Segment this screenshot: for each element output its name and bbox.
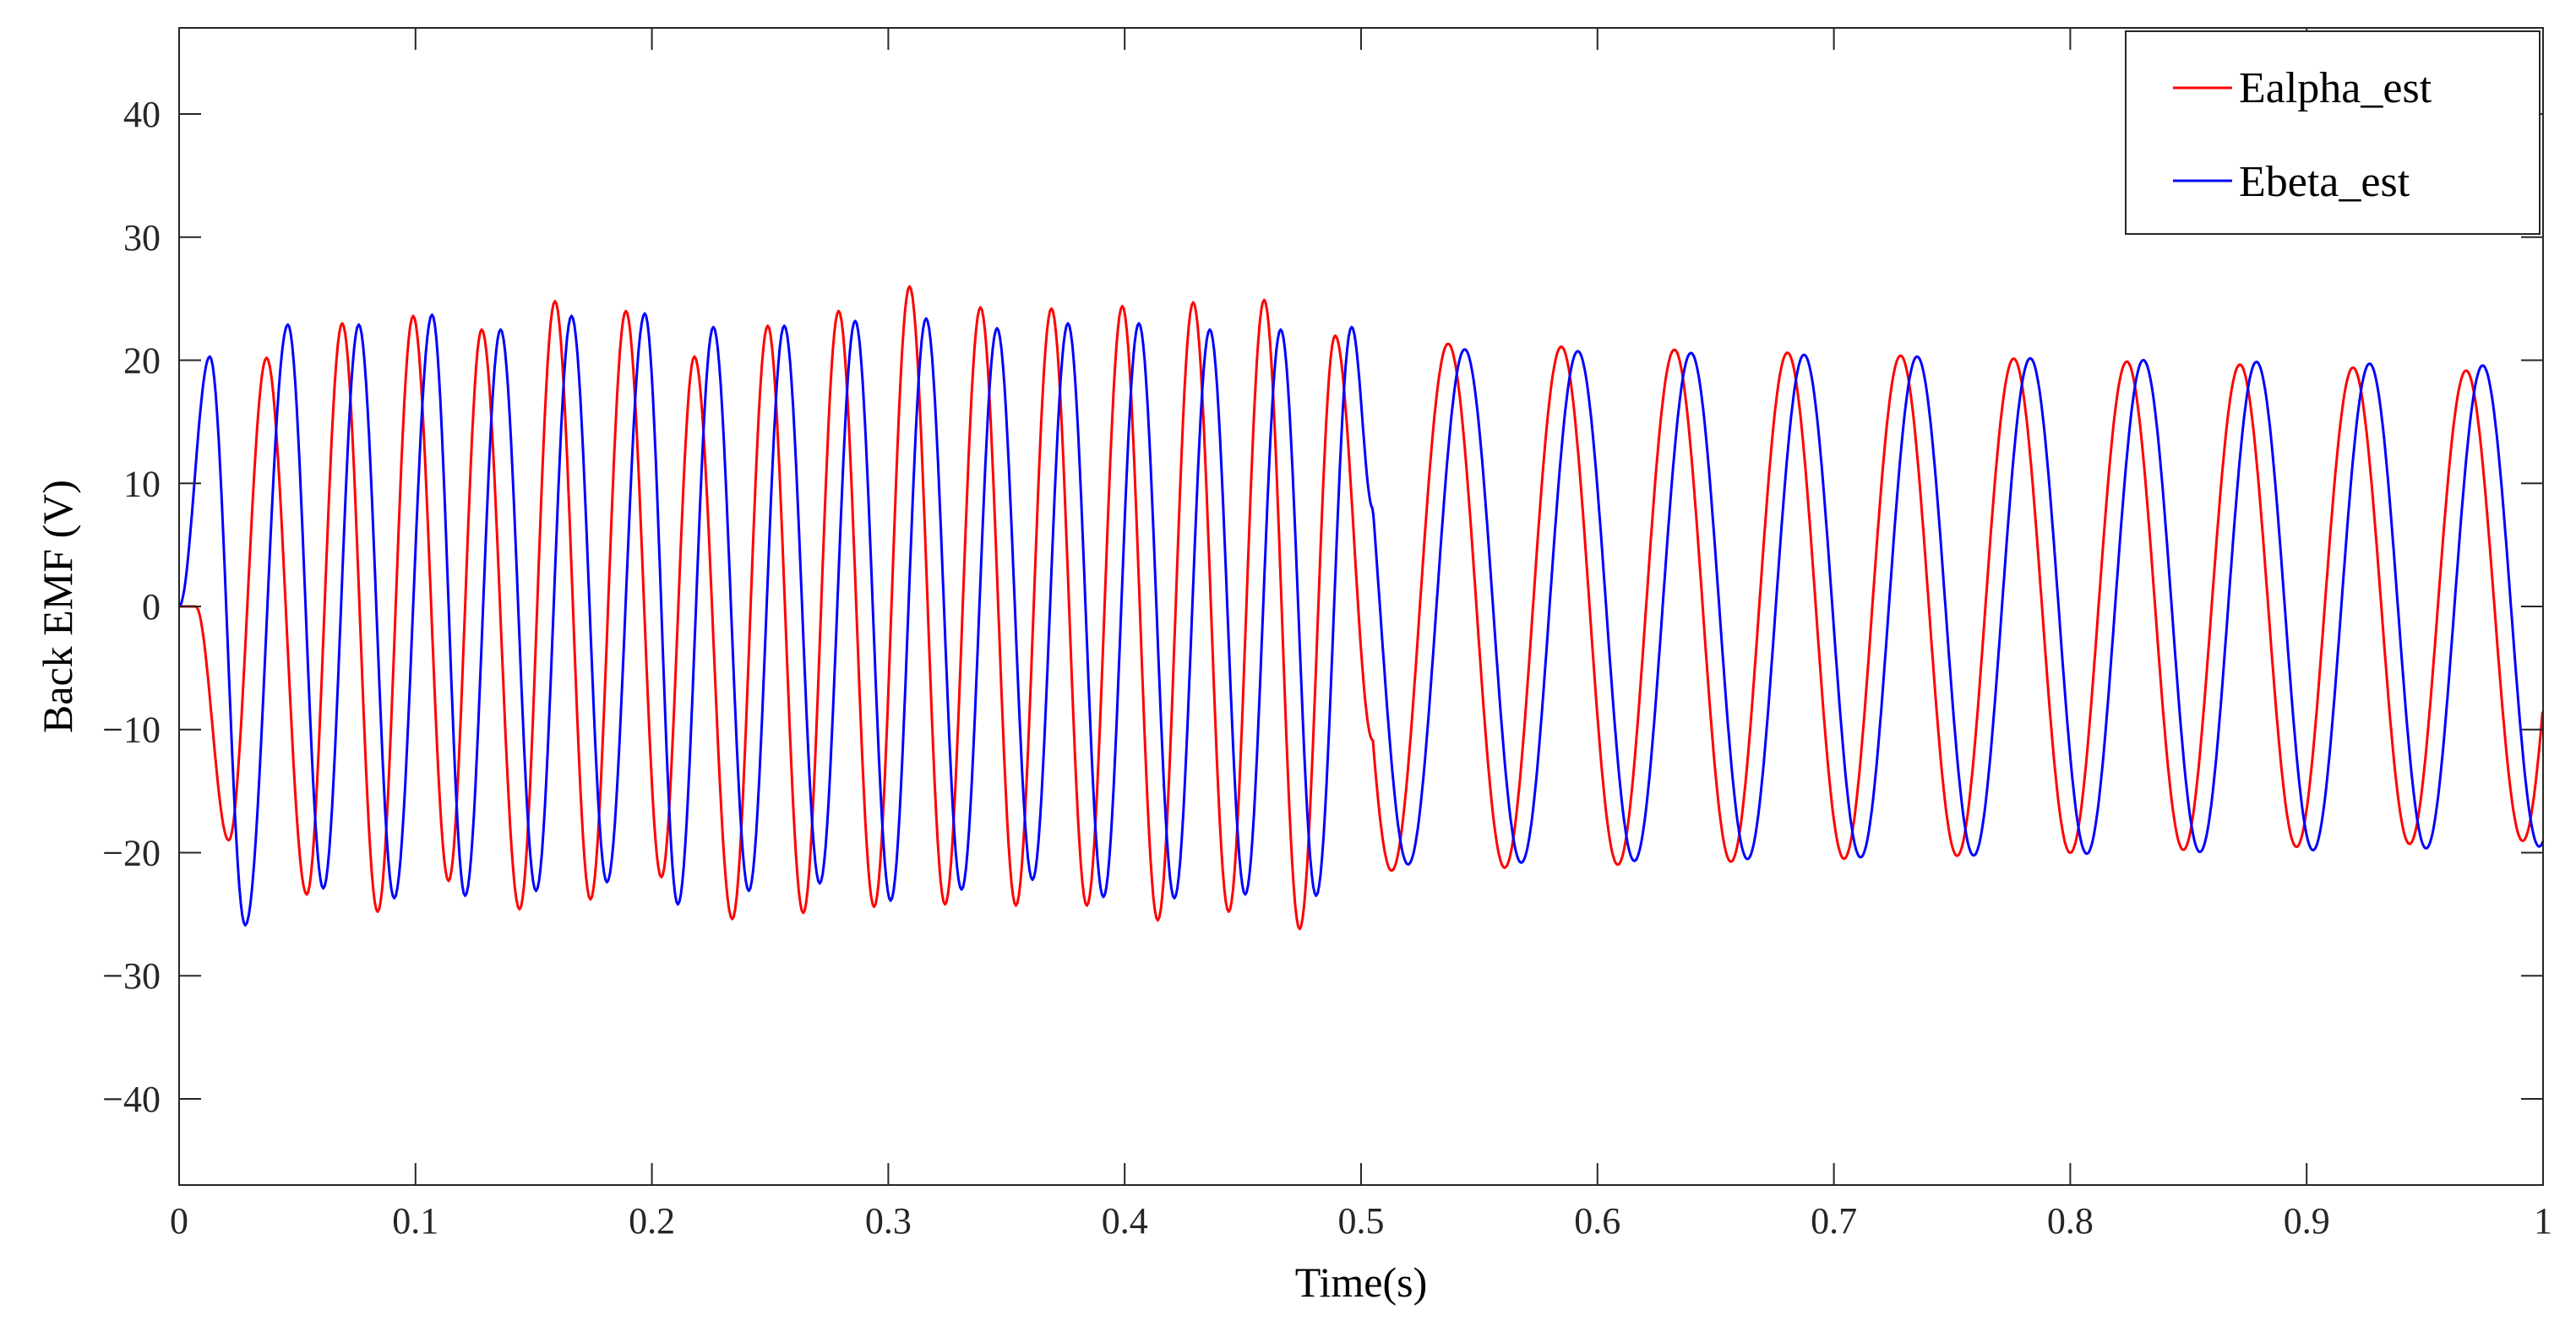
legend-label-ealpha: Ealpha_est <box>2239 64 2432 112</box>
y-tick-label: −40 <box>102 1079 161 1120</box>
legend: Ealpha_est Ebeta_est <box>2125 30 2541 235</box>
y-tick-label: 40 <box>123 94 161 135</box>
x-tick-label: 0.2 <box>629 1200 675 1242</box>
x-tick-label: 0.5 <box>1338 1200 1385 1242</box>
y-tick-label: 20 <box>123 340 161 382</box>
y-axis-title: Back EMF (V) <box>34 480 81 733</box>
x-tick-label: 0.7 <box>1811 1200 1857 1242</box>
y-tick-label: 0 <box>142 586 161 628</box>
legend-box <box>2125 30 2541 235</box>
x-tick-label: 0.8 <box>2047 1200 2094 1242</box>
y-tick-label: 30 <box>123 217 161 258</box>
y-tick-label: −30 <box>102 955 161 997</box>
y-tick-label: 10 <box>123 463 161 504</box>
x-tick-label: 0.3 <box>865 1200 912 1242</box>
x-axis-title: Time(s) <box>1295 1259 1428 1306</box>
x-tick-label: 1 <box>2534 1200 2552 1242</box>
series-line-ebeta-est <box>178 312 2545 927</box>
tick-layer: 0 0.1 0.2 0.3 0.4 0.5 0.6 0.7 0.8 0.9 1 40 30 20 10 0 −1… <box>102 28 2552 1242</box>
legend-label-ebeta: Ebeta_est <box>2239 158 2410 206</box>
x-tick-label: 0.4 <box>1102 1200 1148 1242</box>
x-tick-label: 0.9 <box>2284 1200 2330 1242</box>
x-tick-label: 0 <box>170 1200 188 1242</box>
x-tick-label: 0.1 <box>392 1200 438 1242</box>
y-tick-label: −20 <box>102 832 161 873</box>
series-line-ealpha-est <box>178 285 2544 931</box>
series-layer <box>178 285 2545 931</box>
x-tick-label: 0.6 <box>1574 1200 1620 1242</box>
y-tick-label: −10 <box>102 709 161 751</box>
